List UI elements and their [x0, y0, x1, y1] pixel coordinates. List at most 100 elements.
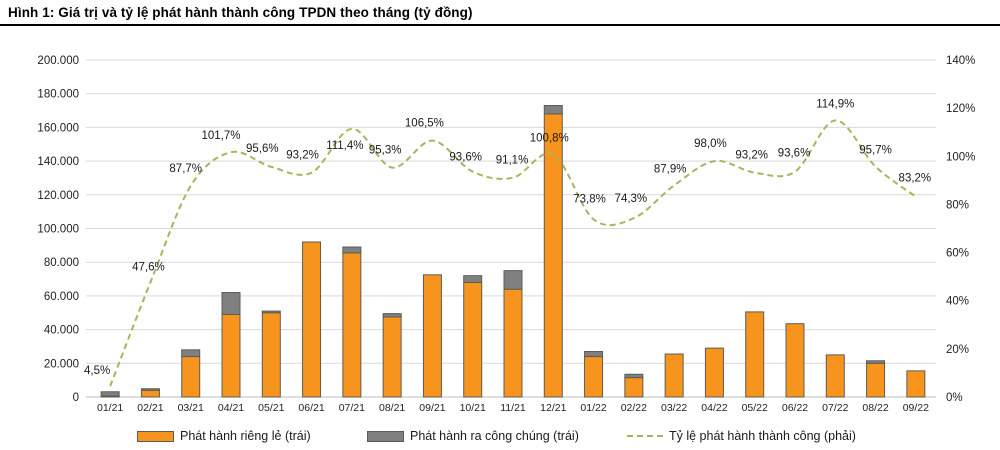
left-axis-tick-label: 0	[73, 392, 79, 404]
line-data-label: 106,5%	[405, 118, 444, 130]
success-rate-line	[109, 119, 917, 387]
x-axis-tick-label: 12/21	[540, 402, 566, 414]
line-data-label: 111,4%	[326, 140, 363, 152]
bar-public-offering	[140, 388, 160, 391]
left-axis-labels: 0 20.000 40.000 60.000 80.000 100.000 120.000 1…	[37, 55, 79, 404]
legend-label-private: Phát hành riêng lẻ (trái)	[180, 429, 311, 443]
line-data-label: 93,2%	[735, 150, 768, 162]
left-axis-tick-label: 180.000	[37, 89, 79, 101]
bar-private-placement	[745, 311, 765, 398]
right-axis-tick-label: 140%	[946, 55, 975, 67]
line-data-label: 100,8%	[530, 132, 569, 144]
bar-private-placement	[825, 354, 845, 398]
private-placement-swatch-icon	[137, 430, 174, 442]
bar-private-placement	[140, 389, 160, 398]
legend-label-public: Phát hành ra công chúng (trái)	[410, 429, 579, 443]
left-axis-tick-label: 100.000	[37, 224, 79, 236]
bar-public-offering	[221, 292, 241, 315]
legend-item-public: Phát hành ra công chúng (trái)	[367, 429, 579, 443]
line-data-label: 91,1%	[496, 155, 529, 167]
bar-public-offering	[624, 373, 644, 379]
right-axis-tick-label: 120%	[946, 103, 975, 115]
left-axis-tick-label: 140.000	[37, 156, 79, 168]
x-axis-labels: 01/21 02/21 03/21 04/21 05/21 06/21 07/21 08/21…	[97, 402, 929, 414]
bar-public-offering	[261, 310, 281, 314]
line-data-label: 73,8%	[573, 193, 606, 205]
bar-public-offering	[382, 313, 402, 318]
legend-label-success-rate: Tỷ lệ phát hành thành công (phải)	[669, 429, 856, 443]
left-axis-tick-label: 40.000	[44, 325, 79, 337]
bar-public-offering	[866, 360, 886, 364]
x-axis-tick-label: 03/22	[661, 402, 687, 414]
bars	[100, 104, 926, 398]
line-data-label: 4,5%	[84, 365, 110, 377]
bar-private-placement	[624, 377, 644, 398]
bar-private-placement	[664, 353, 684, 398]
x-axis-tick-label: 08/21	[379, 402, 405, 414]
x-axis-tick-label: 09/21	[419, 402, 445, 414]
bar-private-placement	[704, 347, 724, 398]
bar-public-offering	[543, 104, 563, 115]
line-data-label: 101,7%	[201, 130, 240, 142]
x-axis-tick-label: 01/21	[97, 402, 123, 414]
line-data-label: 87,7%	[169, 163, 202, 175]
line-data-label: 83,2%	[899, 173, 932, 185]
line-data-label: 47,6%	[132, 261, 165, 273]
bar-public-offering	[584, 351, 604, 358]
line-data-labels: 4,5% 47,6% 87,7% 101,7% 95,6% 93,2% 111,4% 95,3…	[84, 98, 931, 377]
chart-legend: Phát hành riêng lẻ (trái) Phát hành ra c…	[0, 429, 1000, 449]
x-axis-tick-label: 07/21	[339, 402, 365, 414]
x-axis-tick-label: 06/21	[298, 402, 324, 414]
left-axis-tick-label: 200.000	[37, 55, 79, 67]
dashed-line-swatch-icon	[627, 435, 663, 437]
bar-private-placement	[382, 316, 402, 398]
bar-private-placement	[785, 323, 805, 398]
bar-public-offering	[463, 275, 483, 283]
right-axis-tick-label: 60%	[946, 248, 969, 260]
bar-private-placement	[261, 312, 281, 398]
line-data-label: 93,6%	[449, 152, 482, 164]
line-data-label: 74,3%	[615, 193, 648, 205]
left-axis-tick-label: 60.000	[44, 291, 79, 303]
bar-private-placement	[302, 241, 322, 398]
left-axis-tick-label: 160.000	[37, 122, 79, 134]
public-offering-swatch-icon	[367, 430, 404, 442]
x-axis-tick-label: 10/21	[460, 402, 486, 414]
legend-item-success-rate: Tỷ lệ phát hành thành công (phải)	[627, 429, 856, 443]
x-axis-tick-label: 03/21	[178, 402, 204, 414]
left-axis-tick-label: 20.000	[44, 358, 79, 370]
right-axis-tick-label: 100%	[946, 151, 975, 163]
x-axis-tick-label: 01/22	[580, 402, 606, 414]
line-data-label: 93,6%	[778, 148, 811, 160]
x-axis-tick-label: 05/22	[742, 402, 768, 414]
x-axis-tick-label: 05/21	[258, 402, 284, 414]
right-axis-tick-label: 40%	[946, 296, 969, 308]
bar-private-placement	[221, 313, 241, 398]
bar-private-placement	[342, 252, 362, 398]
bar-private-placement	[906, 370, 926, 398]
bar-private-placement	[181, 356, 201, 398]
right-axis-tick-label: 0%	[946, 392, 963, 404]
left-axis-tick-label: 80.000	[44, 257, 79, 269]
bar-public-offering	[503, 270, 523, 290]
bar-private-placement	[463, 281, 483, 398]
line-data-label: 93,2%	[286, 150, 319, 162]
x-axis-tick-label: 08/22	[862, 402, 888, 414]
right-axis-tick-label: 80%	[946, 199, 969, 211]
x-axis-tick-label: 09/22	[903, 402, 929, 414]
line-data-label: 95,6%	[246, 143, 279, 155]
bar-private-placement	[866, 362, 886, 398]
x-axis-tick-label: 04/22	[701, 402, 727, 414]
line-data-label: 114,9%	[816, 98, 854, 110]
bar-public-offering	[181, 349, 201, 358]
bar-private-placement	[584, 356, 604, 398]
right-axis-labels: 0% 20% 40% 60% 80% 100% 120% 140%	[946, 55, 975, 404]
bar-private-placement	[543, 113, 563, 398]
bar-public-offering	[342, 246, 362, 254]
x-axis-tick-label: 02/22	[621, 402, 647, 414]
bar-private-placement	[503, 288, 523, 398]
right-axis-tick-label: 20%	[946, 344, 969, 356]
left-axis-tick-label: 120.000	[37, 190, 79, 202]
line-data-label: 95,3%	[369, 145, 402, 157]
